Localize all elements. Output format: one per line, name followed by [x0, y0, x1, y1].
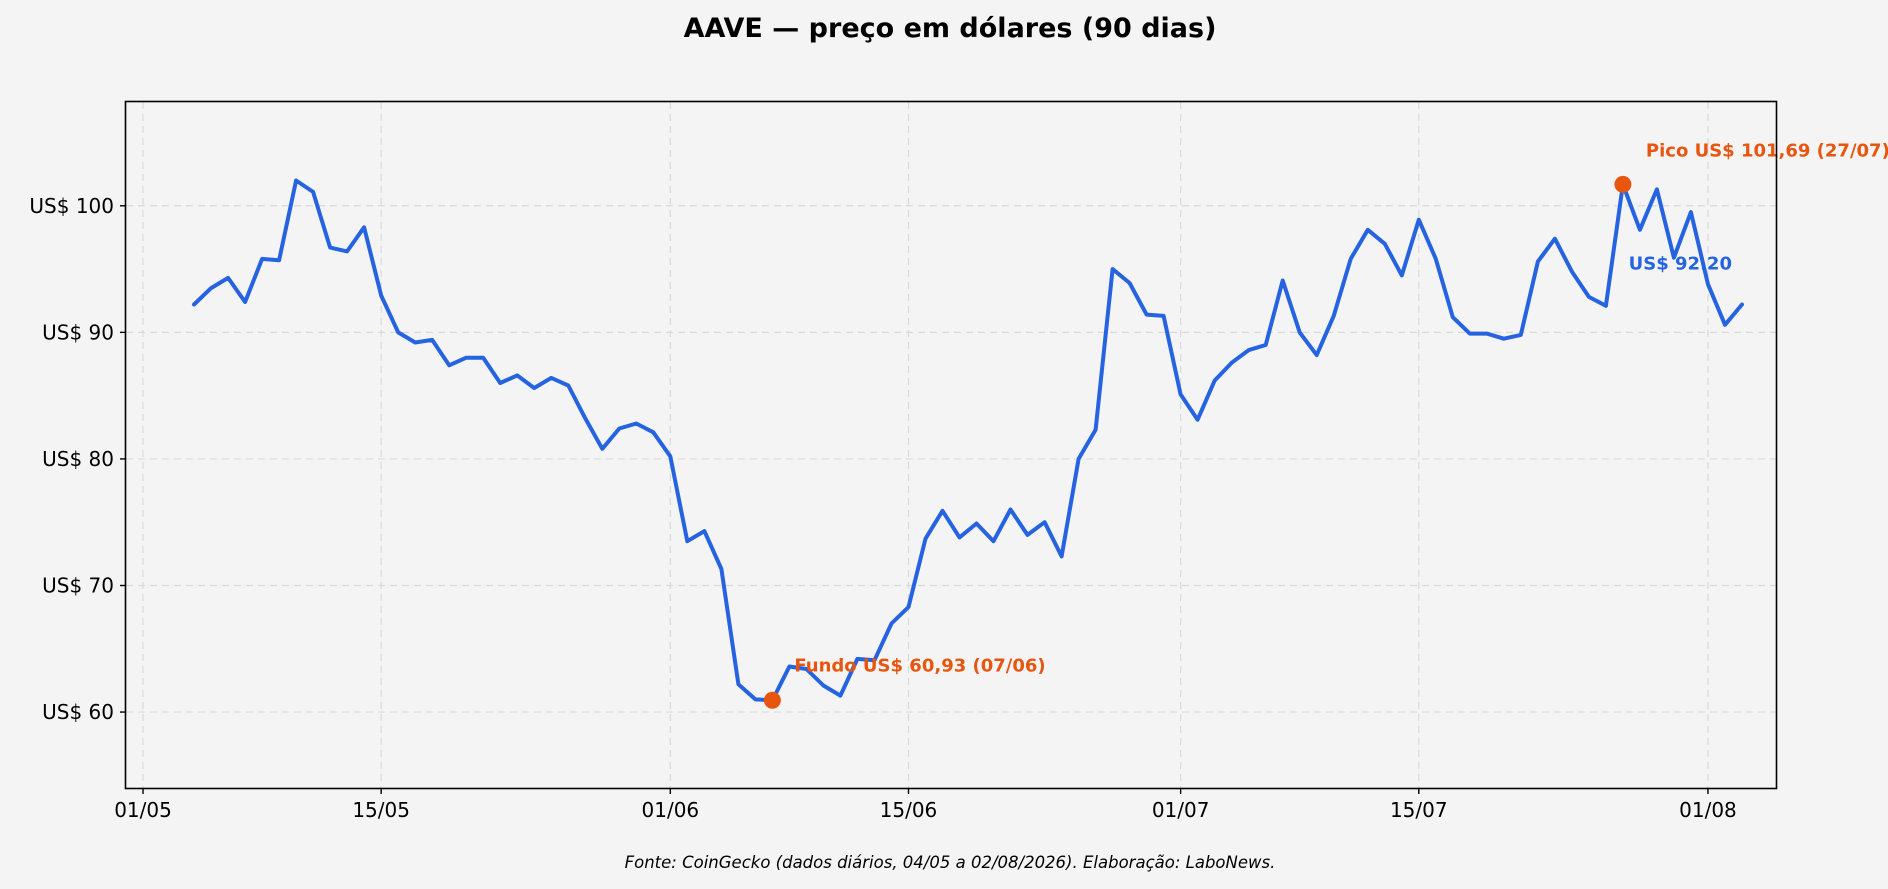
y-tick-label: US$ 60: [42, 700, 114, 724]
y-tick-label: US$ 70: [42, 573, 114, 597]
peak-marker: [1614, 175, 1632, 193]
source-note: Fonte: CoinGecko (dados diários, 04/05 a…: [625, 853, 1276, 872]
trough-marker: [763, 691, 781, 709]
y-tick-label: US$ 80: [42, 447, 114, 471]
x-tick-label: 01/06: [642, 798, 700, 822]
x-tick-label: 15/06: [880, 798, 938, 822]
last-label: US$ 92.20: [1629, 254, 1732, 275]
x-tick-label: 15/07: [1390, 798, 1448, 822]
y-tick-label: US$ 90: [42, 320, 114, 344]
series-layer: [192, 178, 1744, 703]
y-tick-label: US$ 100: [29, 194, 114, 218]
x-tick-label: 15/05: [352, 798, 410, 822]
peak-label: Pico US$ 101,69 (27/07): [1646, 140, 1888, 161]
x-tick-label: 01/07: [1152, 798, 1210, 822]
annotation-markers: Pico US$ 101,69 (27/07) Fundo US$ 60,93 (…: [763, 140, 1888, 709]
x-tick-label: 01/08: [1679, 798, 1737, 822]
x-tick-label: 01/05: [114, 798, 172, 822]
grid: [126, 102, 1776, 788]
price-line: [192, 178, 1744, 703]
chart-title: AAVE — preço em dólares (90 dias): [684, 13, 1217, 44]
axis-ticks: US$ 60 US$ 70 US$ 80 US$ 90 US$ 100 01/05 15/0…: [29, 194, 1736, 822]
trough-label: Fundo US$ 60,93 (07/06): [794, 655, 1045, 676]
plot-frame: [124, 100, 1778, 790]
